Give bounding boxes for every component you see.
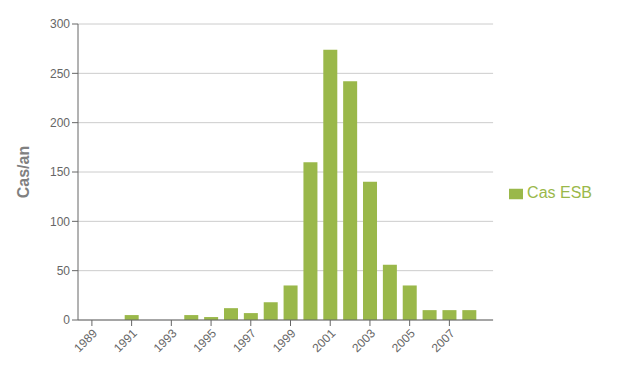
svg-text:100: 100 — [50, 215, 70, 229]
svg-text:1989: 1989 — [71, 326, 100, 355]
svg-text:300: 300 — [50, 17, 70, 31]
svg-text:1995: 1995 — [190, 326, 219, 355]
svg-text:1991: 1991 — [111, 326, 140, 355]
svg-text:1997: 1997 — [230, 326, 259, 355]
svg-text:50: 50 — [57, 264, 71, 278]
html-text:Cas ESB: Cas ESB — [527, 184, 592, 201]
svg-text:250: 250 — [50, 67, 70, 81]
svg-text:0: 0 — [63, 313, 70, 327]
svg-text:2003: 2003 — [349, 326, 378, 355]
svg-text:2007: 2007 — [429, 326, 458, 355]
svg-text:1993: 1993 — [151, 326, 180, 355]
svg-text:200: 200 — [50, 116, 70, 130]
svg-text:2005: 2005 — [389, 326, 418, 355]
svg-text:150: 150 — [50, 165, 70, 179]
svg-text:Cas/an: Cas/an — [15, 146, 32, 198]
svg-text:1999: 1999 — [270, 326, 299, 355]
svg-text:2001: 2001 — [310, 326, 339, 355]
